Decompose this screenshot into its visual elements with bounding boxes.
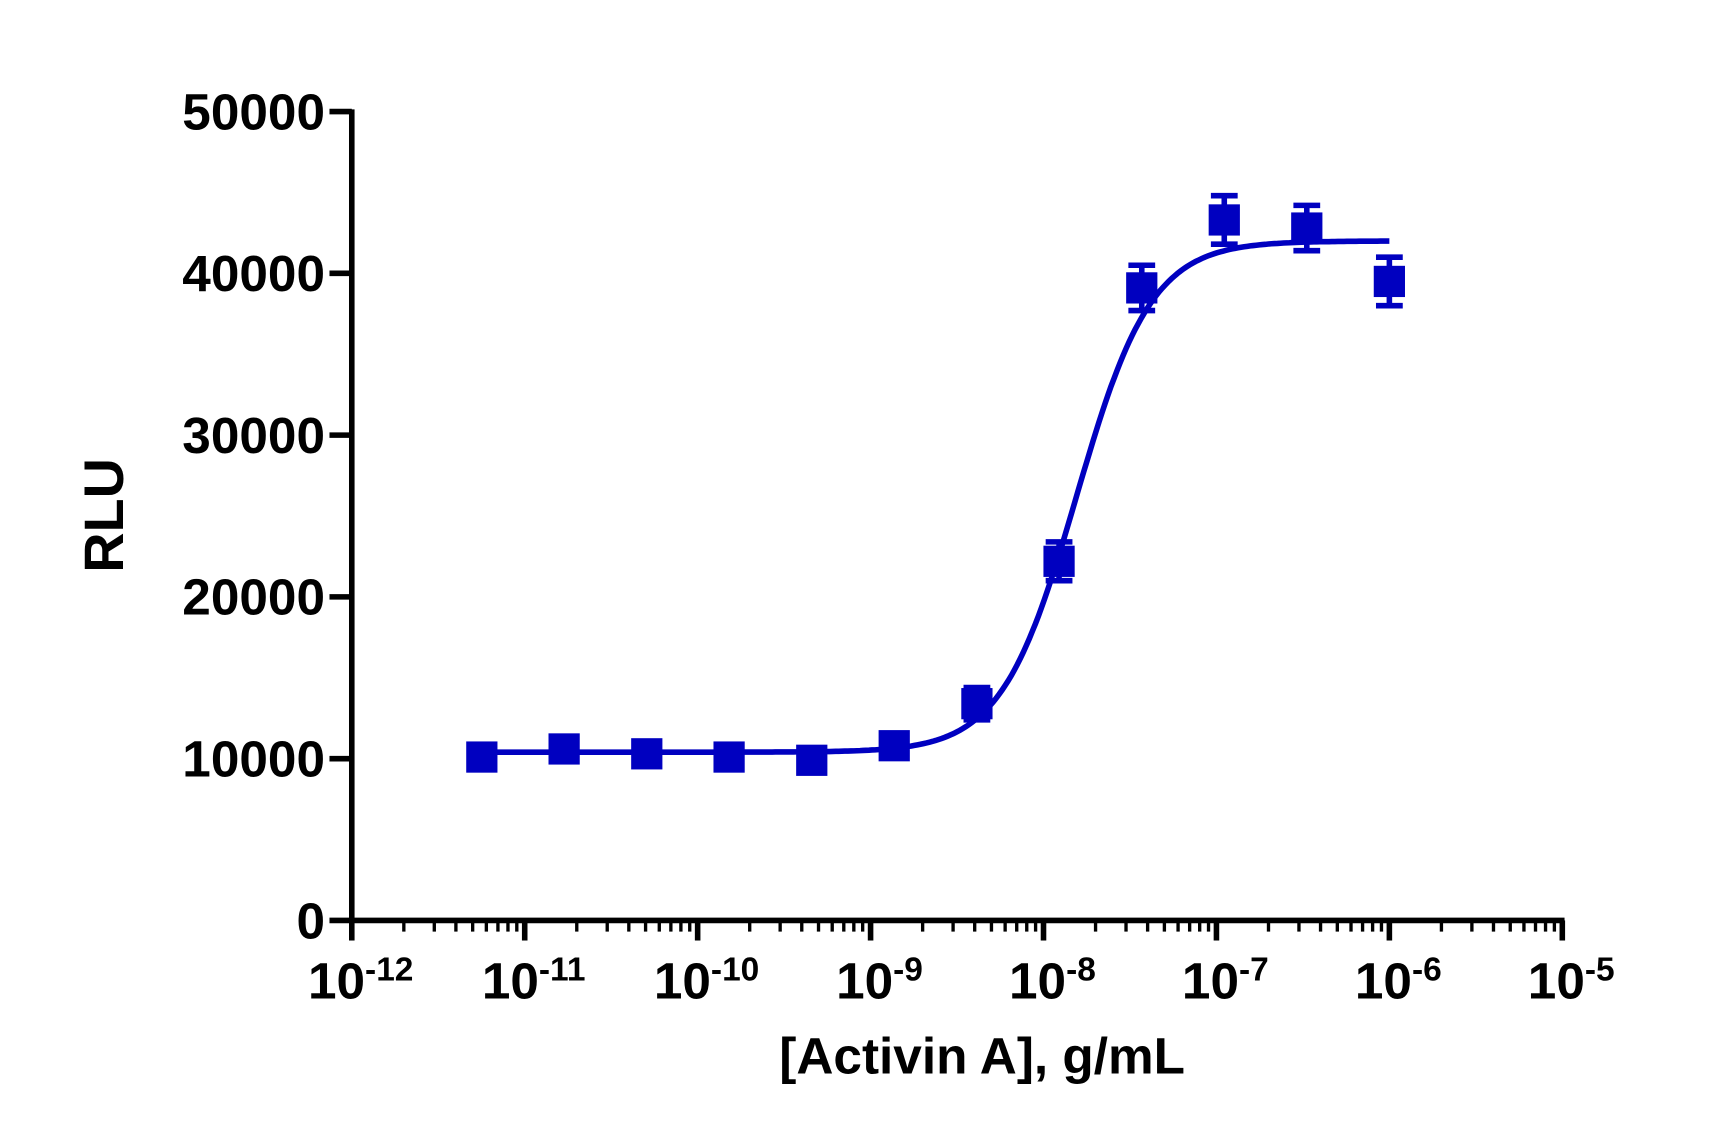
y-tick-label: 40000 xyxy=(182,245,325,302)
y-tick-label: 20000 xyxy=(182,569,325,626)
x-tick-exponent: -5 xyxy=(1585,952,1615,989)
x-tick-exponent: -8 xyxy=(1066,952,1096,989)
y-axis-label: RLU xyxy=(73,458,135,573)
x-tick-exponent: -7 xyxy=(1239,952,1269,989)
x-tick-base: 10 xyxy=(1355,953,1412,1010)
square-marker xyxy=(1208,204,1240,236)
x-axis-label: [Activin A], g/mL xyxy=(779,1027,1185,1084)
x-tick-label: 10-10 xyxy=(654,952,759,1010)
y-tick-label: 10000 xyxy=(182,731,325,788)
data-points xyxy=(466,192,1405,776)
square-marker xyxy=(796,744,828,776)
x-tick-base: 10 xyxy=(836,953,893,1010)
square-marker xyxy=(1043,545,1075,577)
y-tick-label: 30000 xyxy=(182,407,325,464)
x-tick-exponent: -9 xyxy=(893,952,923,989)
square-marker xyxy=(961,688,993,720)
square-marker xyxy=(1126,272,1158,304)
x-tick-label: 10-12 xyxy=(308,952,413,1010)
data-point xyxy=(466,741,498,773)
data-point xyxy=(713,741,745,773)
x-tick-base: 10 xyxy=(1182,953,1239,1010)
x-tick-base: 10 xyxy=(308,953,365,1010)
x-tick-exponent: -6 xyxy=(1412,952,1442,989)
data-point xyxy=(1043,539,1075,584)
y-tick-label: 0 xyxy=(296,892,325,949)
x-tick-label: 10-9 xyxy=(836,952,923,1010)
data-point xyxy=(878,730,910,762)
x-tick-label: 10-5 xyxy=(1528,952,1615,1010)
data-point xyxy=(961,684,993,723)
data-point xyxy=(1208,192,1240,248)
x-tick-label: 10-6 xyxy=(1355,952,1442,1010)
data-point xyxy=(796,744,828,776)
x-tick-base: 10 xyxy=(1009,953,1066,1010)
square-marker xyxy=(548,733,580,765)
square-marker xyxy=(878,730,910,762)
x-tick-label: 10-7 xyxy=(1182,952,1269,1010)
square-marker xyxy=(631,738,663,770)
fit-curve xyxy=(481,238,1390,755)
y-tick-label: 50000 xyxy=(182,83,325,140)
x-tick-base: 10 xyxy=(654,953,711,1010)
data-point xyxy=(1126,262,1158,314)
x-tick-exponent: -10 xyxy=(711,952,759,989)
data-point xyxy=(631,738,663,770)
axes xyxy=(348,109,1565,924)
x-tick-label: 10-8 xyxy=(1009,952,1096,1010)
square-marker xyxy=(466,741,498,773)
square-marker xyxy=(1373,265,1405,298)
data-point xyxy=(548,733,580,765)
x-tick-label: 10-11 xyxy=(482,952,586,1010)
x-tick-base: 10 xyxy=(482,953,539,1010)
x-tick-exponent: -12 xyxy=(365,952,413,989)
square-marker xyxy=(713,741,745,773)
data-point xyxy=(1291,202,1323,254)
square-marker xyxy=(1291,212,1323,244)
x-tick-exponent: -11 xyxy=(539,952,586,989)
data-point xyxy=(1373,254,1405,309)
x-tick-base: 10 xyxy=(1528,953,1585,1010)
